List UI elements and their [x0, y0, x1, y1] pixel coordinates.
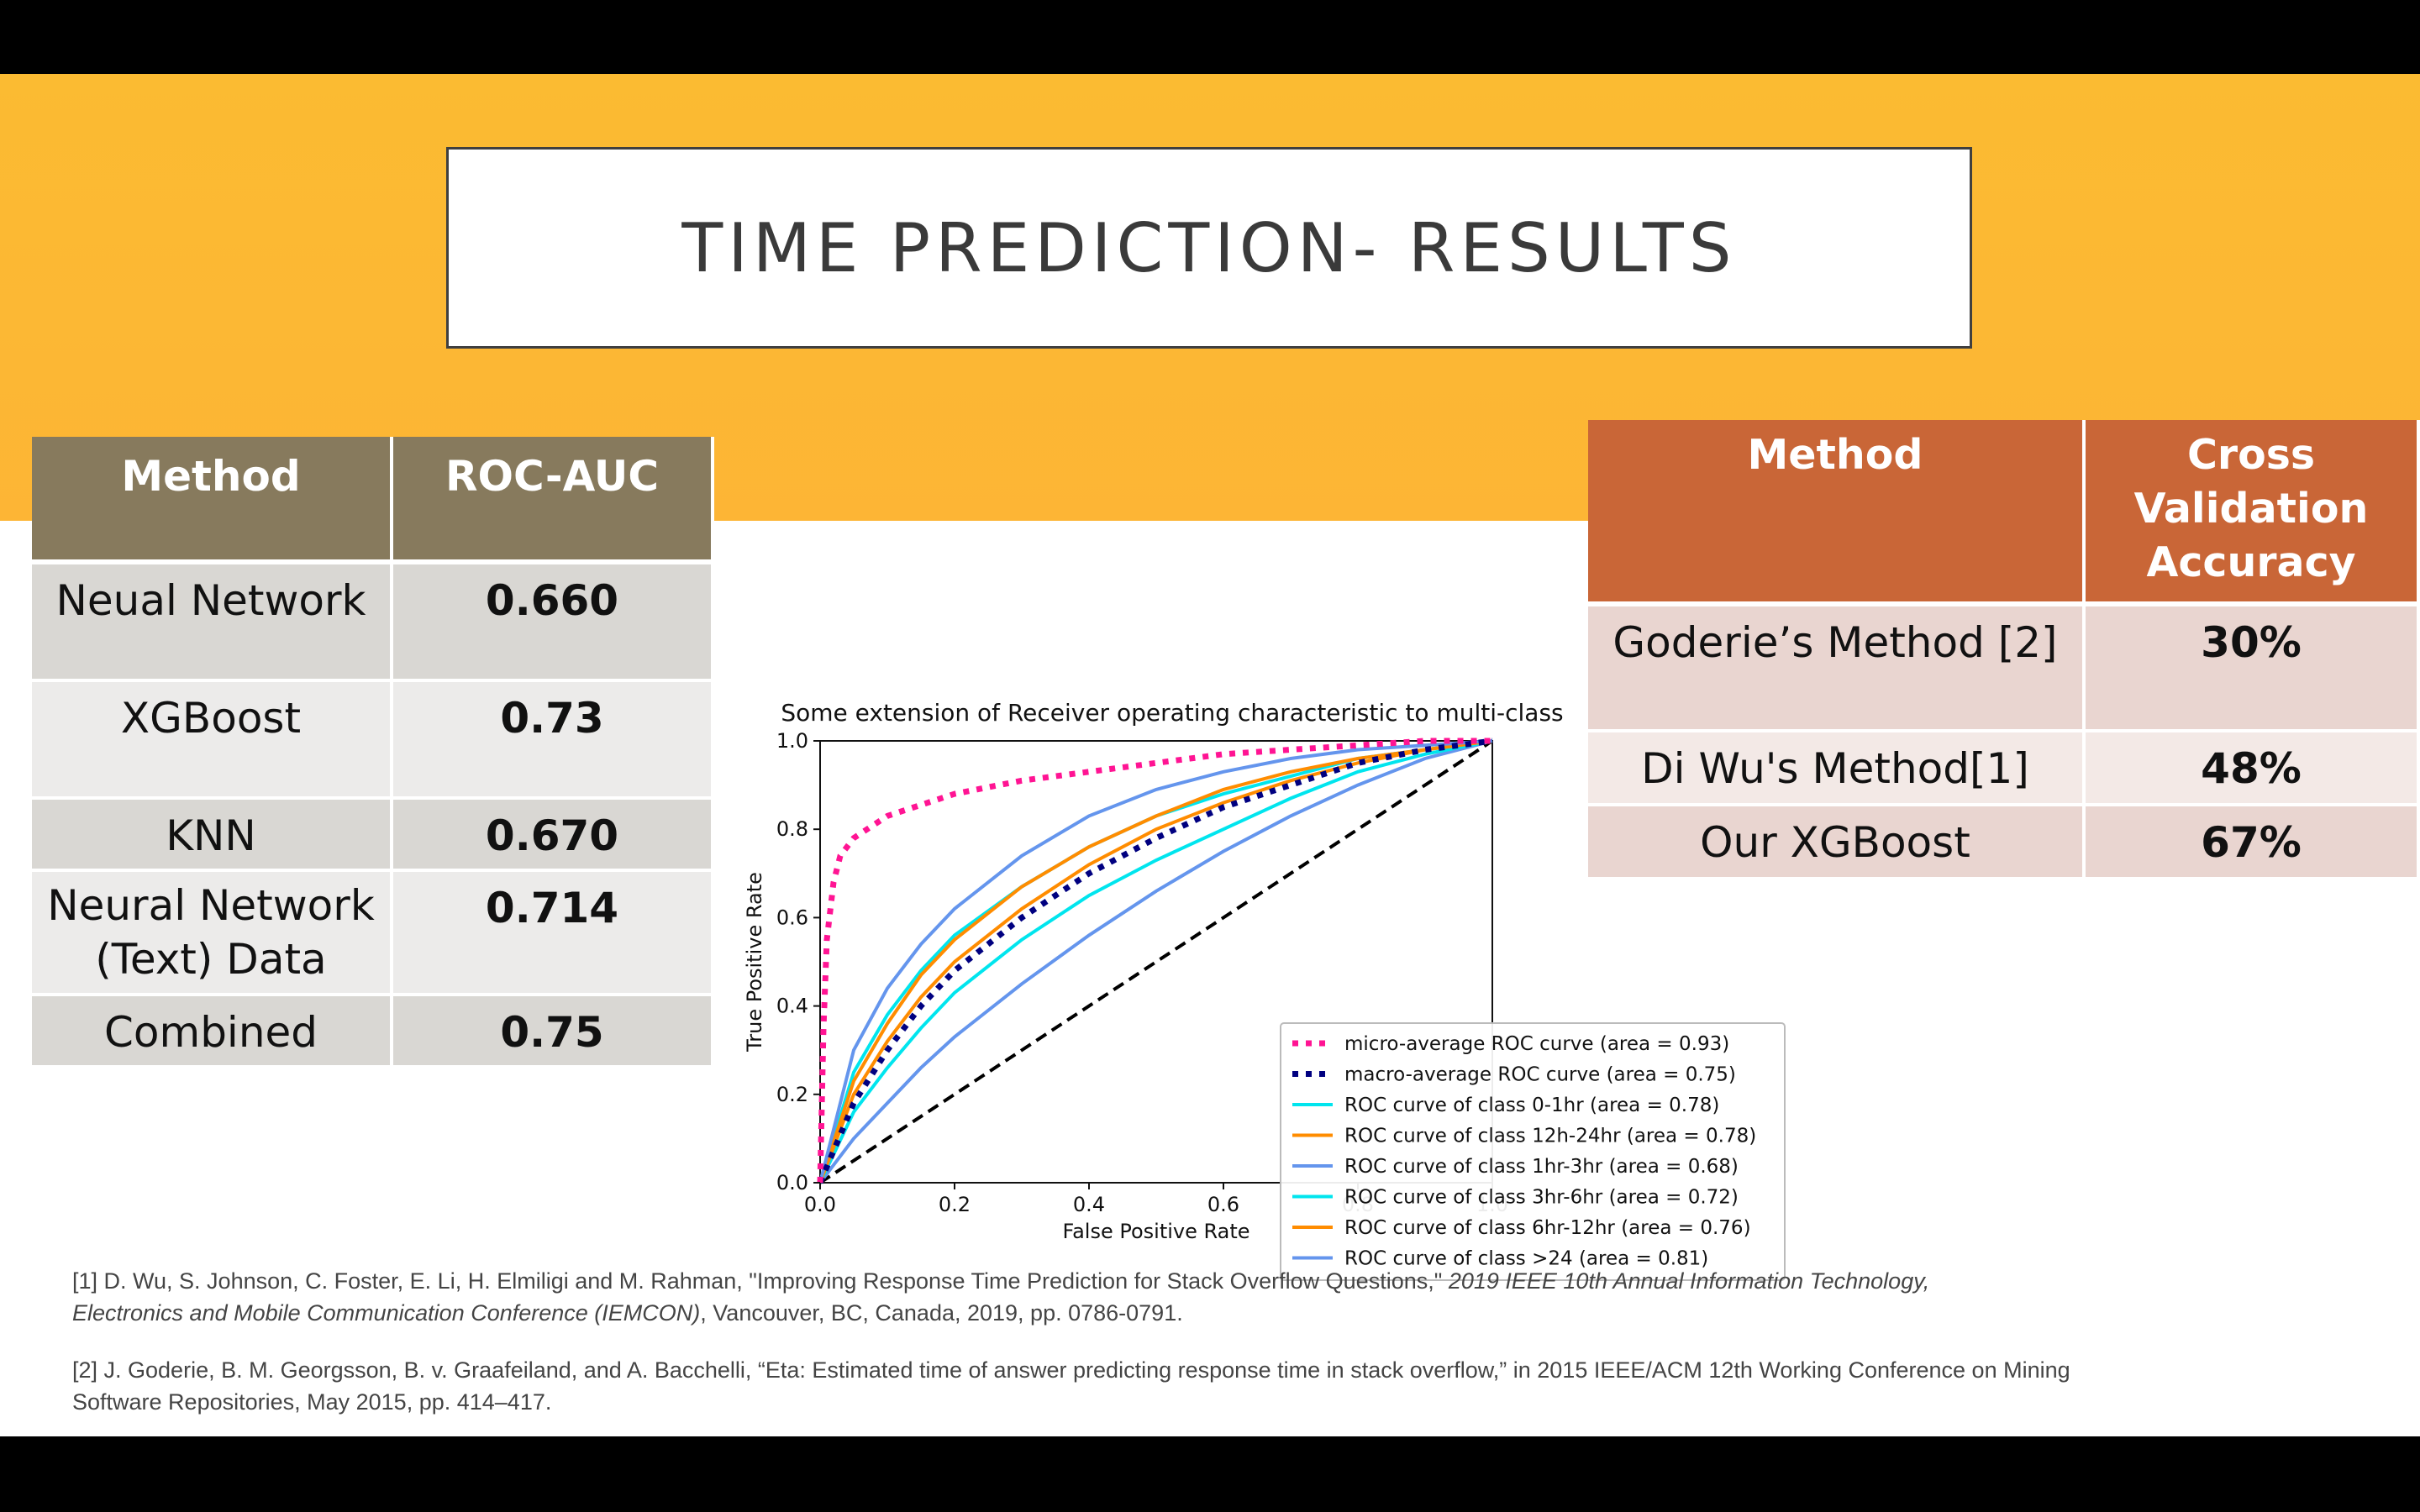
method-cell: KNN — [32, 800, 393, 872]
method-cell: Our XGBoost — [1588, 806, 2086, 880]
header-band-cutout — [714, 521, 1588, 590]
value-cell: 0.714 — [393, 872, 714, 996]
table-row: Our XGBoost 67% — [1588, 806, 2420, 880]
reference-1: [1] D. Wu, S. Johnson, C. Foster, E. Li,… — [72, 1265, 2005, 1329]
series-line-5 — [818, 739, 1493, 1184]
legend-entry: ROC curve of class 0-1hr (area = 0.78) — [1344, 1095, 1719, 1116]
series-line-1 — [817, 738, 1493, 1184]
y-tick-label: 0.6 — [776, 906, 808, 929]
reference-1-tail: , Vancouver, BC, Canada, 2019, pp. 0786-… — [700, 1300, 1183, 1326]
x-axis-label: False Positive Rate — [1062, 1220, 1249, 1243]
legend-entry: ROC curve of class 6hr-12hr (area = 0.76… — [1344, 1217, 1751, 1239]
table-row: Combined 0.75 — [32, 996, 714, 1068]
column-header-method: Method — [32, 437, 393, 564]
table-header-row: Method Cross Validation Accuracy — [1588, 420, 2420, 606]
y-tick-label: 1.0 — [776, 729, 808, 753]
y-tick-label: 0.0 — [776, 1171, 808, 1194]
roc-auc-table: Method ROC-AUC Neual Network 0.660 XGBoo… — [32, 437, 714, 1068]
legend-entry: ROC curve of class 1hr-3hr (area = 0.68) — [1344, 1156, 1739, 1178]
value-cell: 0.73 — [393, 682, 714, 800]
cross-validation-table: Method Cross Validation Accuracy Goderie… — [1588, 420, 2420, 880]
slide-title: TIME PREDICTION- RESULTS — [681, 208, 1737, 287]
value-cell: 48% — [2086, 732, 2420, 806]
y-axis-label: True Positive Rate — [743, 872, 766, 1053]
value-cell: 67% — [2086, 806, 2420, 880]
table-row: XGBoost 0.73 — [32, 682, 714, 800]
x-tick-label: 0.6 — [1207, 1193, 1239, 1216]
legend-entry: ROC curve of class 12h-24hr (area = 0.78… — [1344, 1126, 1756, 1147]
series-line-7 — [818, 739, 1493, 1184]
legend-entry: micro-average ROC curve (area = 0.93) — [1344, 1033, 1729, 1055]
legend-entry: ROC curve of class 3hr-6hr (area = 0.72) — [1344, 1187, 1739, 1209]
reference-1-text: [1] D. Wu, S. Johnson, C. Foster, E. Li,… — [72, 1268, 1449, 1294]
roc-chart: Some extension of Receiver operating cha… — [743, 699, 1786, 1281]
value-cell: 0.670 — [393, 800, 714, 872]
column-header-accuracy: Cross Validation Accuracy — [2086, 420, 2420, 606]
y-tick-label: 0.8 — [776, 817, 808, 841]
table-header-row: Method ROC-AUC — [32, 437, 714, 564]
title-box: TIME PREDICTION- RESULTS — [446, 147, 1972, 349]
method-cell: Di Wu's Method[1] — [1588, 732, 2086, 806]
slide: TIME PREDICTION- RESULTS Method ROC-AUC … — [0, 74, 2420, 1436]
series-line-6 — [818, 739, 1493, 1184]
series-line-4 — [818, 739, 1493, 1184]
reference-2-text: [2] J. Goderie, B. M. Georgsson, B. v. G… — [72, 1357, 2070, 1415]
y-tick-label: 0.2 — [776, 1083, 808, 1106]
x-tick-label: 0.2 — [939, 1193, 971, 1216]
legend-entry: macro-average ROC curve (area = 0.75) — [1344, 1064, 1736, 1086]
series-line-3 — [818, 739, 1493, 1184]
column-header-method: Method — [1588, 420, 2086, 606]
method-cell: Neual Network — [32, 564, 393, 682]
table-row: KNN 0.670 — [32, 800, 714, 872]
method-cell: Neural Network (Text) Data — [32, 872, 393, 996]
reference-1-venue: 2019 IEEE 10th Annual Information Techno… — [72, 1268, 1930, 1326]
chart-title: Some extension of Receiver operating cha… — [781, 699, 1563, 727]
method-cell: Goderie’s Method [2] — [1588, 606, 2086, 732]
value-cell: 0.75 — [393, 996, 714, 1068]
method-cell: Combined — [32, 996, 393, 1068]
legend-box — [1280, 1022, 1786, 1281]
series-line-0 — [817, 738, 1492, 1184]
value-cell: 30% — [2086, 606, 2420, 732]
table-row: Di Wu's Method[1] 48% — [1588, 732, 2420, 806]
y-tick-label: 0.4 — [776, 995, 808, 1018]
x-tick-label: 0.4 — [1073, 1193, 1105, 1216]
method-cell: XGBoost — [32, 682, 393, 800]
value-cell: 0.660 — [393, 564, 714, 682]
table-row: Neual Network 0.660 — [32, 564, 714, 682]
chance-line — [818, 739, 1494, 1184]
x-tick-label: 0.0 — [804, 1193, 836, 1216]
legend-entry: ROC curve of class >24 (area = 0.81) — [1344, 1248, 1708, 1270]
table-row: Neural Network (Text) Data 0.714 — [32, 872, 714, 996]
column-header-roc-auc: ROC-AUC — [393, 437, 714, 564]
table-row: Goderie’s Method [2] 30% — [1588, 606, 2420, 732]
reference-2: [2] J. Goderie, B. M. Georgsson, B. v. G… — [72, 1354, 2089, 1418]
